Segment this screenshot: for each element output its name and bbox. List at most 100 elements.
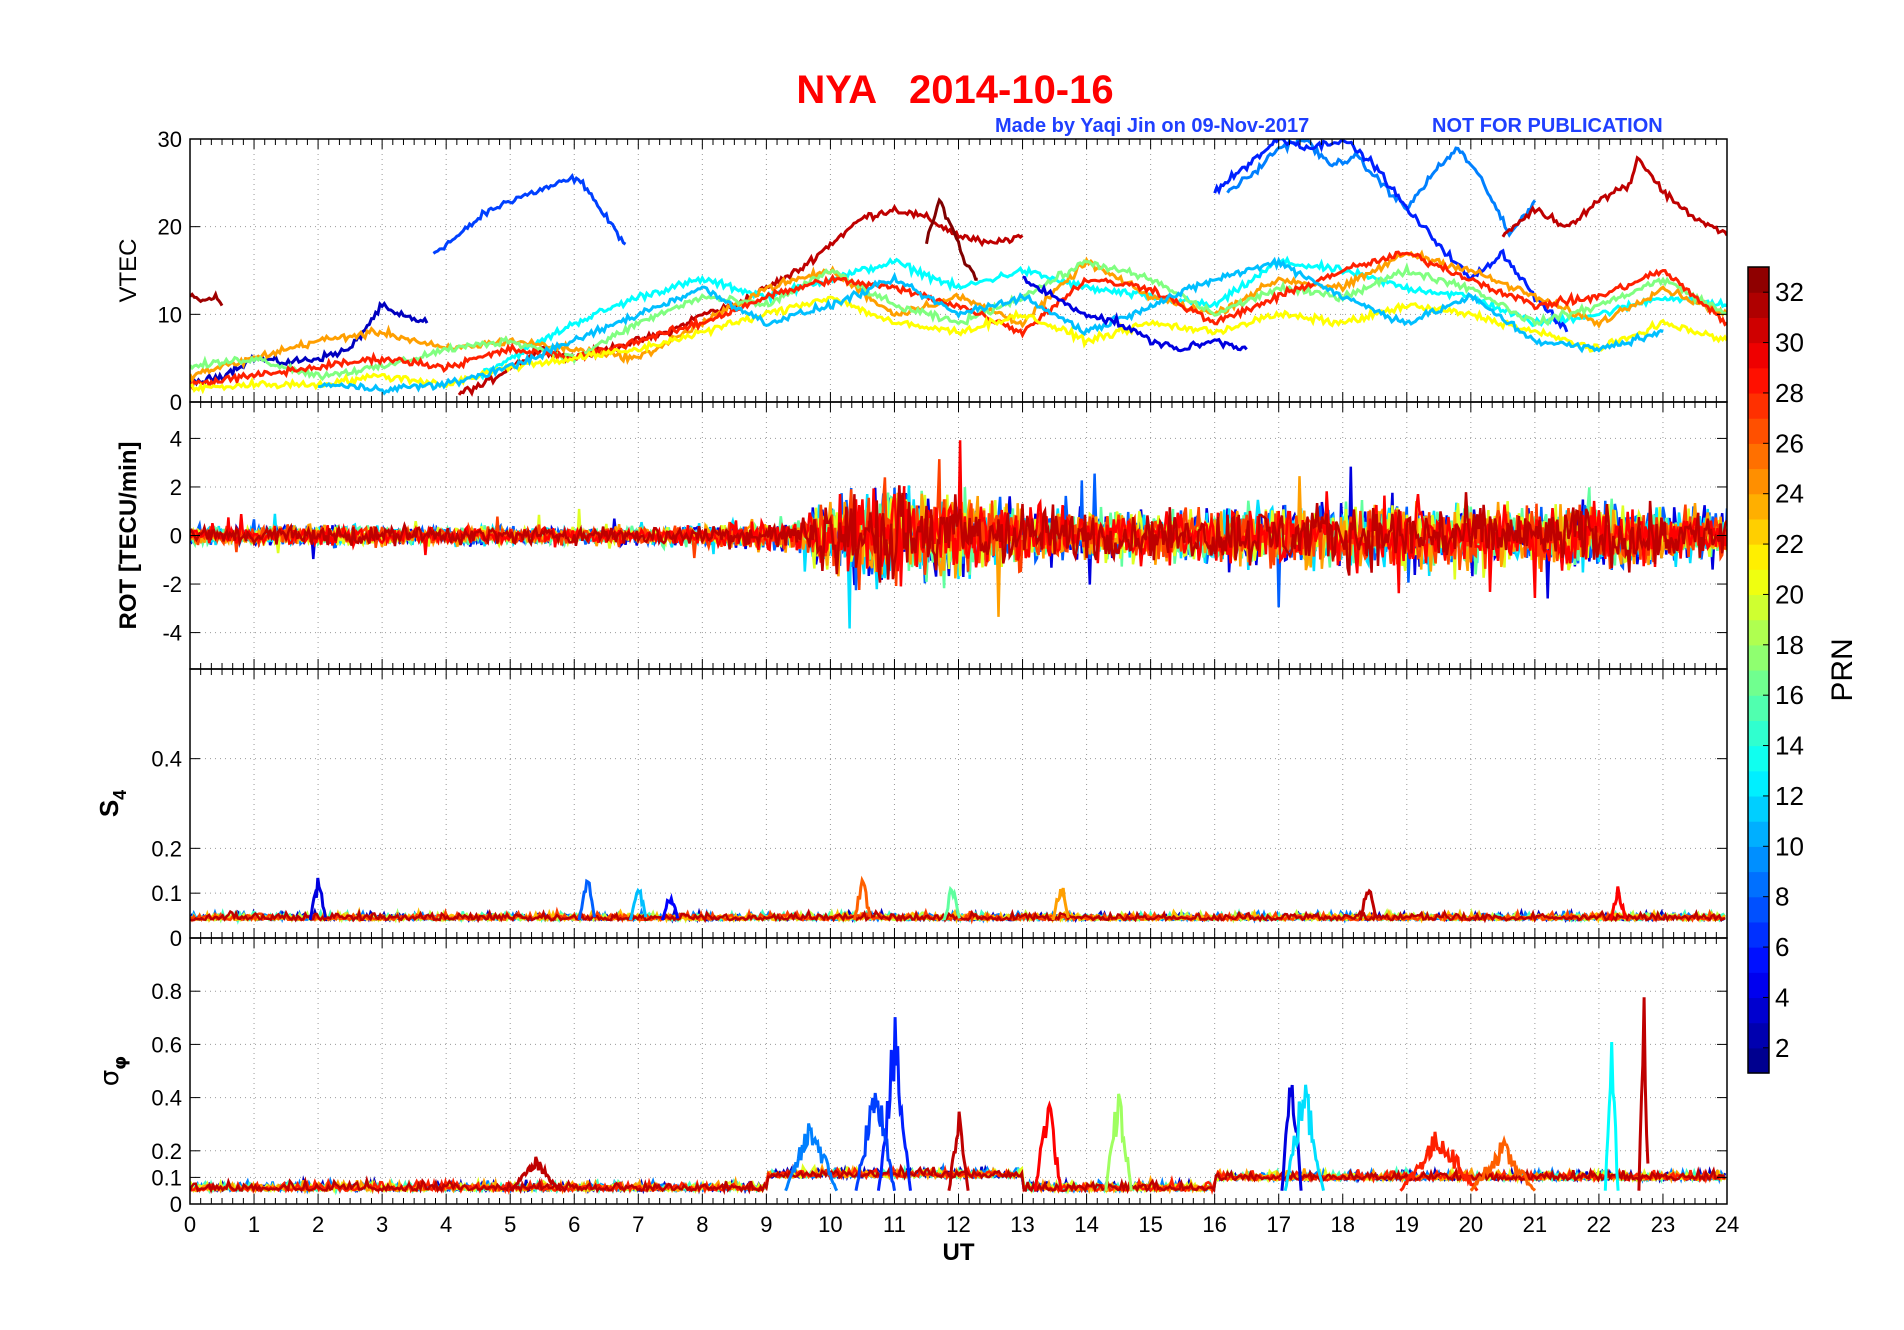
x-tick-label: 23 [1651, 1212, 1675, 1237]
peak-prn-24 [1051, 887, 1070, 921]
colorbar-segment [1748, 468, 1769, 495]
peak-prn-8 [577, 878, 596, 921]
colorbar-segment [1748, 544, 1769, 570]
colorbar-segment [1748, 921, 1769, 948]
series-line-prn-17 [190, 259, 1727, 382]
panel-rot: -4 -2 0 2 4 ROT [TECU/min] [115, 401, 1728, 670]
y-tick-label: 0 [170, 524, 182, 549]
colorbar-segment [1748, 997, 1769, 1024]
x-tick-label: 24 [1715, 1212, 1739, 1237]
y-tick-label: 0.4 [151, 1086, 182, 1111]
colorbar-tick-label: 2 [1775, 1033, 1789, 1063]
series-line-prn-33 [925, 197, 978, 281]
colorbar-segment [1748, 342, 1769, 369]
series-group [190, 139, 1727, 397]
series-line-prn-21 [190, 295, 1727, 395]
peak-prn-16 [942, 885, 961, 921]
series-line-prn-9 [1226, 139, 1537, 238]
colorbar-segment [1748, 871, 1769, 898]
peak-prn-9 [784, 1123, 839, 1192]
x-tick-label: 4 [440, 1212, 452, 1237]
y-tick-label: 0.6 [151, 1032, 182, 1057]
y-tick-label: 2 [170, 475, 182, 500]
colorbar-segment [1748, 619, 1769, 646]
x-tick-label: 1 [248, 1212, 260, 1237]
series-line-prn-28 [190, 250, 1727, 391]
figure-notice: NOT FOR PUBLICATION [1432, 115, 1663, 137]
colorbar-segment [1748, 846, 1769, 873]
peak-prn-26 [852, 875, 872, 921]
y-tick-label: 0 [170, 1192, 182, 1217]
colorbar-tick-label: 14 [1775, 731, 1804, 761]
y-tick-label: 30 [158, 127, 182, 152]
colorbar-tick-label: 32 [1775, 277, 1804, 307]
y-tick-label: -2 [162, 572, 182, 597]
x-tick-label: 13 [1010, 1212, 1034, 1237]
y-tick-label: 0.4 [151, 747, 182, 772]
series-line-prn-4 [1022, 275, 1248, 353]
x-tick-label: 11 [883, 1212, 906, 1237]
series-group [190, 997, 1727, 1196]
colorbar-segment [1748, 821, 1769, 847]
peak-prn-7 [854, 1092, 896, 1191]
colorbar-segment [1748, 292, 1769, 318]
y-tick-label: 0.2 [151, 1139, 182, 1164]
peak-prn-18 [1104, 1093, 1133, 1191]
x-tick-label: 20 [1459, 1212, 1483, 1237]
x-tick-label: 19 [1395, 1212, 1419, 1237]
panel-vtec: 0 10 20 30 VTEC [115, 127, 1728, 415]
colorbar-segment [1748, 947, 1769, 973]
peak-prn-31 [1358, 888, 1378, 921]
y-tick-label: 0.1 [151, 1165, 182, 1190]
panel-s4: 0 0.1 0.2 0.4 S4 [94, 668, 1728, 951]
colorbar-segment [1748, 569, 1769, 596]
y-tick-label: 4 [170, 426, 182, 451]
peak-prn-29 [1033, 1100, 1063, 1191]
figure-credit: Made by Yaqi Jin on 09-Nov-2017 [995, 115, 1309, 137]
colorbar-segment [1748, 770, 1769, 797]
colorbar-segment [1748, 896, 1769, 923]
series-line-prn-27 [190, 906, 1726, 925]
peak-prn-13 [1603, 1041, 1620, 1191]
x-tick-label: 8 [696, 1212, 708, 1237]
y-tick-label: 20 [158, 215, 182, 240]
peak-prn-5 [660, 892, 680, 921]
series-line-prn-31 [190, 485, 1727, 583]
series-line-prn-11 [317, 256, 1664, 396]
colorbar-segment [1748, 644, 1769, 671]
x-tick-label: 7 [632, 1212, 644, 1237]
colorbar-segment [1748, 317, 1769, 344]
series-line-prn-31 [1501, 155, 1727, 238]
x-tick-label: 5 [504, 1212, 516, 1237]
colorbar-segment [1748, 594, 1769, 621]
peak-prn-4 [308, 877, 327, 921]
peak-prn-31 [947, 1111, 970, 1191]
series-group [190, 440, 1727, 629]
y-tick-label: 0 [170, 926, 182, 951]
series-group [190, 875, 1727, 925]
colorbar-segment [1748, 392, 1769, 419]
x-tick-label: 22 [1587, 1212, 1611, 1237]
peak-prn-31 [1637, 997, 1650, 1191]
colorbar-tick-label: 18 [1775, 630, 1804, 660]
peak-prn-28 [1399, 1131, 1479, 1192]
y-tick-label: 0 [170, 390, 182, 415]
series-line-prn-32 [190, 290, 224, 307]
colorbar-label: PRN [1826, 638, 1859, 701]
x-tick-label: 15 [1138, 1212, 1162, 1237]
y-tick-label: 0.1 [151, 881, 182, 906]
x-tick-label: 21 [1523, 1212, 1547, 1237]
colorbar-segment [1748, 745, 1769, 772]
x-tick-label: 14 [1074, 1212, 1098, 1237]
x-tick-label: 3 [376, 1212, 388, 1237]
y-tick-label: 0.2 [151, 836, 182, 861]
peak-prn-29 [1608, 886, 1627, 921]
colorbar-tick-label: 4 [1775, 982, 1789, 1012]
colorbar-segment [1748, 493, 1769, 520]
colorbar-segment [1748, 1022, 1769, 1049]
y-axis-label: S4 [94, 790, 130, 817]
colorbar-tick-label: 20 [1775, 579, 1804, 609]
